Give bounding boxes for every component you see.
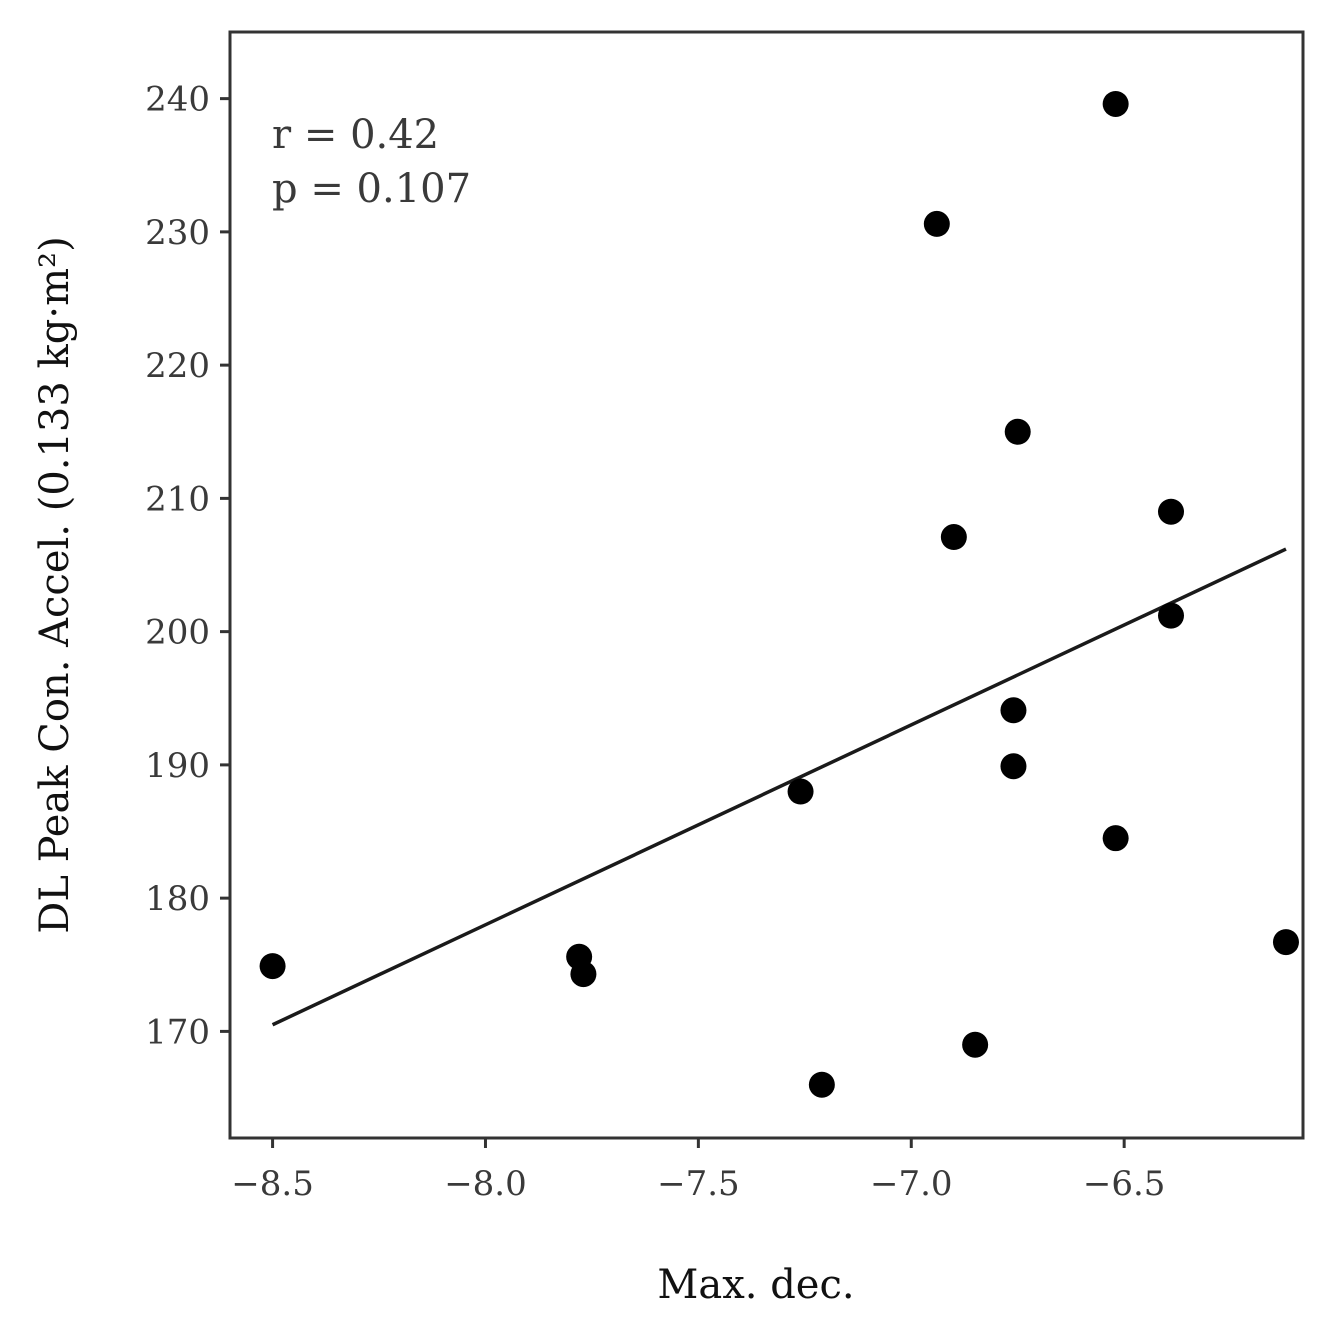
annotation-r: r = 0.42: [272, 112, 439, 158]
data-point: [1102, 90, 1129, 117]
x-tick-label: −7.5: [657, 1164, 740, 1204]
y-tick-label: 170: [145, 1012, 210, 1052]
x-axis-label: Max. dec.: [657, 1262, 854, 1308]
y-tick-label: 180: [145, 879, 210, 919]
data-point: [787, 778, 814, 805]
data-point: [940, 524, 967, 551]
y-tick-label: 220: [145, 346, 210, 386]
data-point: [259, 953, 286, 980]
plot-frame: [228, 30, 1305, 1140]
data-point: [1004, 418, 1031, 445]
annotation-p: p = 0.107: [272, 166, 471, 212]
y-axis-label: DL Peak Con. Accel. (0.133 kg·m²): [32, 236, 78, 933]
y-tick-label: 210: [145, 479, 210, 519]
data-point: [570, 961, 597, 988]
x-tick-label: −8.0: [444, 1164, 527, 1204]
trendline-group: [271, 547, 1287, 1027]
data-points: [259, 90, 1299, 1098]
data-point: [1000, 697, 1027, 724]
y-tick-label: 200: [145, 613, 210, 653]
y-tick-label: 190: [145, 746, 210, 786]
data-point: [1272, 929, 1299, 956]
x-tick-label: −6.5: [1083, 1164, 1166, 1204]
data-point: [962, 1031, 989, 1058]
data-point: [1102, 825, 1129, 852]
trendline: [271, 547, 1287, 1027]
data-point: [1158, 602, 1185, 629]
data-point: [923, 210, 950, 237]
axis-ticks: −8.5 −8.0 −7.5 −7.0 −6.5 170 180 190 200 210 220 23…: [145, 80, 1165, 1204]
data-point: [1000, 753, 1027, 780]
data-point: [1158, 498, 1185, 525]
data-point: [808, 1071, 835, 1098]
x-tick-label: −8.5: [231, 1164, 314, 1204]
y-tick-label: 230: [145, 213, 210, 253]
x-tick-label: −7.0: [870, 1164, 953, 1204]
y-tick-label: 240: [145, 80, 210, 120]
